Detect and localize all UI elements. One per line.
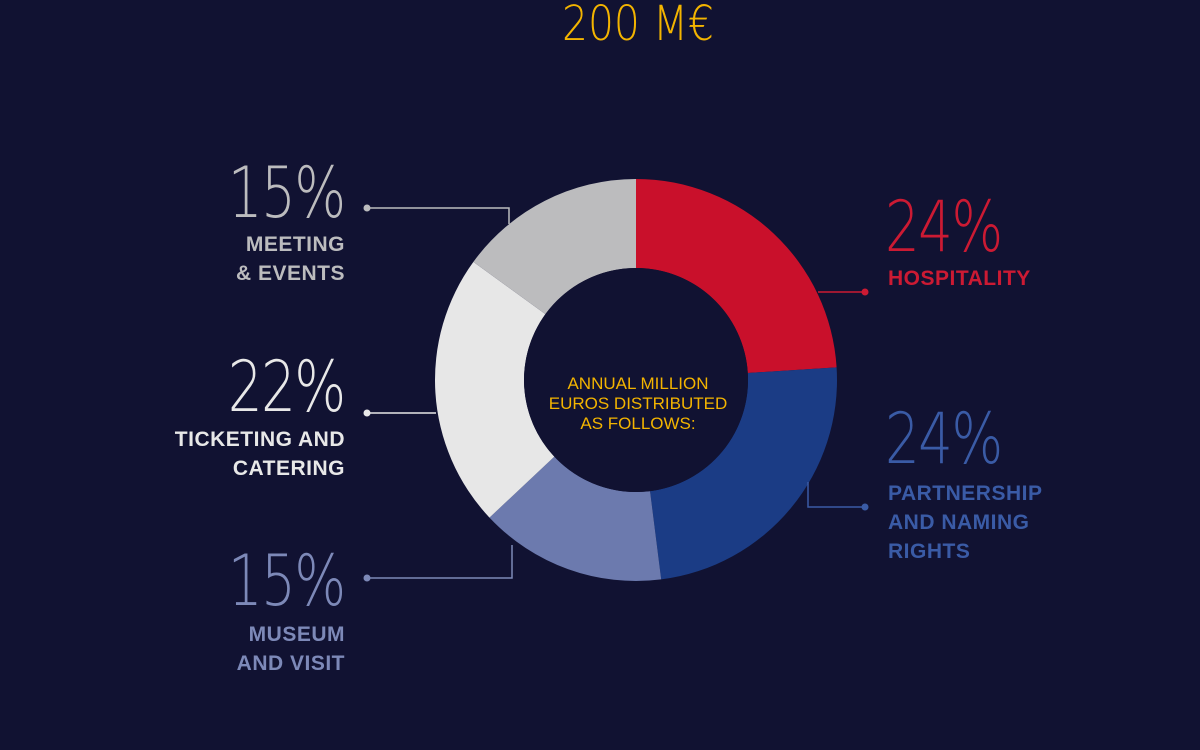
donut-hole: [524, 268, 748, 492]
museum-leader-line: [367, 545, 513, 579]
slice-meeting: [473, 179, 636, 315]
partnership-label: PARTNERSHIP AND NAMING RIGHTS: [888, 482, 1043, 563]
hospitality-leader-dot: [861, 288, 869, 296]
slice-ticketing: [434, 261, 555, 518]
slice-partnership: [650, 367, 837, 580]
meeting-leader-line: [367, 207, 510, 224]
partnership-leader-line: [807, 482, 865, 508]
ticketing-percent: 22%: [228, 346, 346, 428]
slice-hospitality: [636, 179, 837, 373]
meeting-label: MEETING & EVENTS: [235, 233, 345, 285]
ticketing-leader-dot: [363, 409, 371, 417]
hospitality-label: HOSPITALITY: [888, 267, 1031, 290]
partnership-percent: 24%: [885, 398, 1003, 480]
ticketing-label: TICKETING AND CATERING: [174, 428, 345, 480]
total-amount: 200 M€: [561, 0, 714, 52]
partnership-leader-dot: [861, 503, 869, 511]
center-description: ANNUAL MILLION EUROS DISTRIBUTED AS FOLL…: [548, 374, 728, 433]
meeting-leader-dot: [363, 204, 371, 212]
museum-label: MUSEUM AND VISIT: [236, 623, 345, 675]
slice-museum: [489, 456, 662, 581]
meeting-percent: 15%: [228, 152, 346, 234]
museum-percent: 15%: [228, 540, 346, 622]
museum-leader-dot: [363, 574, 371, 582]
center-total-value: 200 M€: [538, 0, 738, 48]
hospitality-percent: 24%: [885, 186, 1003, 268]
